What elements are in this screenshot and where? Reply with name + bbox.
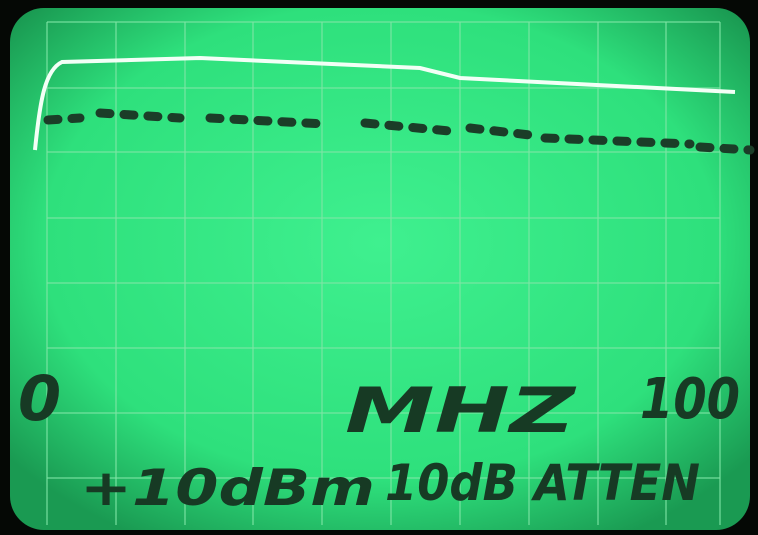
stop-frequency: 100 xyxy=(640,367,740,432)
scope-photo: 0 MHZ 100 +10dBm 10dB ATTEN xyxy=(0,0,758,535)
start-frequency: 0 xyxy=(18,362,61,435)
reference-level: +10dBm xyxy=(80,459,375,517)
frequency-unit: MHZ xyxy=(345,374,577,447)
attenuation: 10dB ATTEN xyxy=(385,454,700,512)
